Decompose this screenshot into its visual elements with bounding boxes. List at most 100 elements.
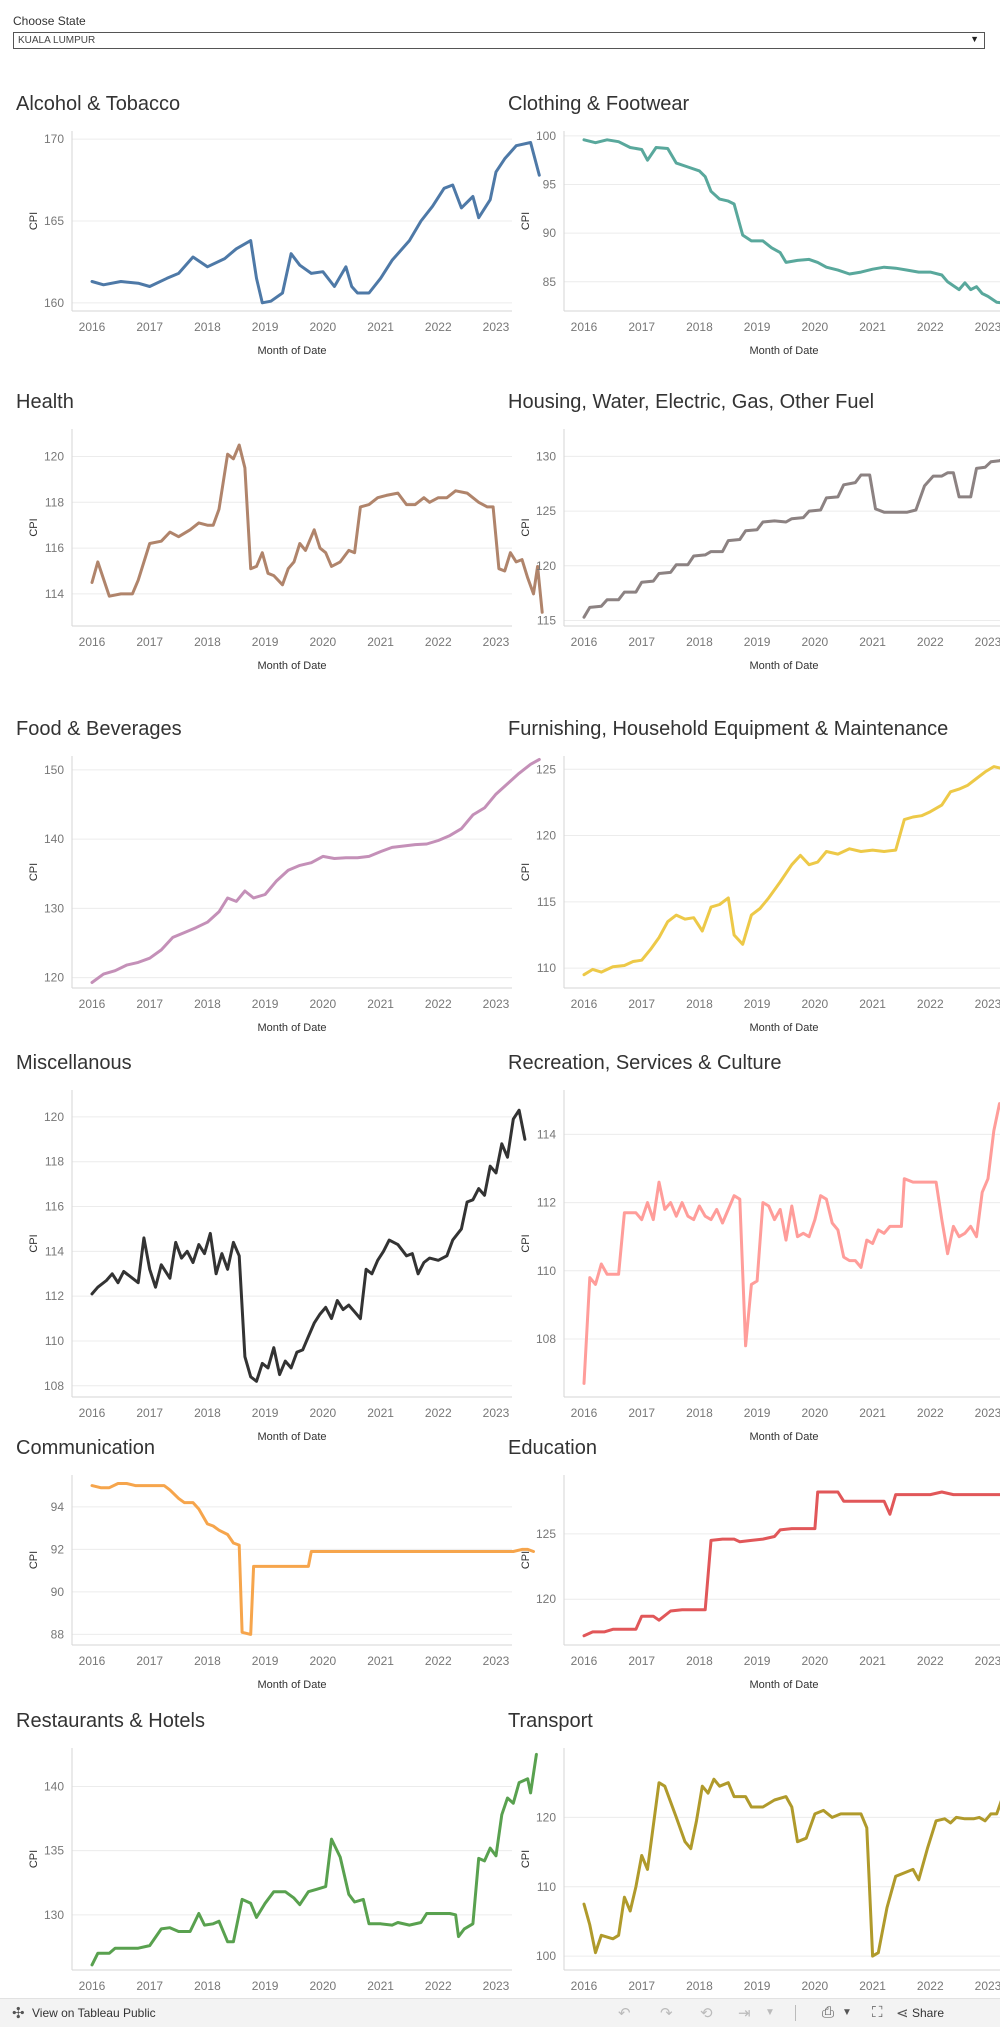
y-tick-label: 160 [44,296,64,310]
chart-panel: Restaurants & Hotels 130 135 140 2016 2017 201… [16,1710,538,2020]
y-tick-label: 120 [44,449,64,463]
x-tick-label: 2018 [194,1406,221,1420]
x-tick-label: 2022 [425,635,452,649]
chart-panel: Housing, Water, Electric, Gas, Other Fue… [508,391,1000,676]
redo-icon[interactable]: ↷ [660,2005,673,2022]
toolbar-divider [795,2005,796,2021]
x-tick-label: 2022 [917,997,944,1011]
y-axis-title: CPI [520,518,532,536]
line-chart[interactable]: 108 110 112 114 2016 2017 2018 2019 2020 2021 2022… [508,1052,1000,1447]
y-tick-label: 118 [45,1155,64,1169]
y-tick-label: 120 [536,829,556,843]
line-chart[interactable]: 160 165 170 2016 2017 2018 2019 2020 2021 2022 202… [16,93,541,361]
series-line[interactable] [582,1758,1000,1958]
x-tick-label: 2023 [483,1406,510,1420]
x-tick-label: 2023 [483,1979,510,1993]
series-line[interactable] [90,758,541,984]
line-chart[interactable]: 130 135 140 2016 2017 2018 2019 2020 2021 2022 202… [16,1710,538,2020]
view-on-tableau-link[interactable]: View on Tableau Public [32,2006,156,2020]
share-button[interactable]: Share [912,2006,945,2020]
x-axis-title: Month of Date [257,660,326,672]
x-tick-label: 2019 [744,635,771,649]
series-line[interactable] [582,763,1000,977]
x-tick-label: 2020 [802,1406,829,1420]
x-tick-label: 2017 [628,1979,655,1993]
line-chart[interactable]: 108 110 112 114 116 118 120 2016 2017 2018 2019 202… [16,1052,527,1447]
refresh-dropdown-icon[interactable]: ▼ [765,2007,775,2018]
x-tick-label: 2017 [136,1979,163,1993]
y-tick-label: 114 [45,587,64,601]
series-line[interactable] [90,1752,538,1967]
y-tick-label: 110 [537,961,556,975]
chart-title: Furnishing, Household Equipment & Mainte… [508,718,949,740]
x-tick-label: 2018 [686,1979,713,1993]
line-chart[interactable]: 115 120 125 130 2016 2017 2018 2019 2020 2021 2022… [508,391,1000,676]
share-icon[interactable]: ⋖ [896,2005,909,2022]
series-line[interactable] [90,1482,535,1636]
download-icon[interactable]: ⎙ [822,2004,835,2021]
y-tick-label: 88 [51,1627,65,1641]
x-tick-label: 2017 [136,635,163,649]
refresh-icon[interactable]: ⇥ [738,2005,751,2022]
filter-label: Choose State [13,14,86,28]
series-line[interactable] [582,1102,1000,1385]
x-tick-label: 2023 [975,320,1000,334]
series-line[interactable] [90,1108,527,1383]
series-line[interactable] [582,1490,1000,1638]
y-tick-label: 120 [536,1592,556,1606]
chart-title: Clothing & Footwear [508,93,690,115]
download-dropdown-icon[interactable]: ▼ [842,2007,852,2018]
x-tick-label: 2021 [859,1979,886,1993]
x-axis-title: Month of Date [749,1431,818,1443]
line-chart[interactable]: 120 125 2016 2017 2018 2019 2020 2021 2022 2023 Mo… [508,1437,1000,1695]
series-line[interactable] [90,443,544,614]
line-chart[interactable]: 100 110 120 2016 2017 2018 2019 2020 2021 2022 202… [508,1710,1000,2020]
y-tick-label: 125 [536,1527,556,1541]
x-tick-label: 2023 [975,1406,1000,1420]
y-axis-title: CPI [520,1234,532,1252]
y-tick-label: 114 [537,1127,556,1141]
undo-icon[interactable]: ↶ [618,2005,631,2022]
series-line[interactable] [582,439,1000,619]
x-axis-title: Month of Date [749,345,818,357]
fullscreen-icon[interactable]: ⛶ [872,2004,883,2021]
state-dropdown[interactable]: KUALA LUMPUR ▼ [13,32,985,49]
x-tick-label: 2020 [310,320,337,334]
chevron-down-icon[interactable]: ▼ [970,34,979,44]
x-axis-title: Month of Date [749,1022,818,1034]
x-tick-label: 2018 [686,320,713,334]
x-tick-label: 2019 [744,1979,771,1993]
line-chart[interactable]: 88 90 92 94 2016 2017 2018 2019 2020 2021 2022 2023… [16,1437,535,1695]
x-tick-label: 2019 [252,320,279,334]
x-tick-label: 2021 [859,1654,886,1668]
y-tick-label: 95 [543,178,557,192]
x-tick-label: 2017 [628,1406,655,1420]
x-tick-label: 2021 [859,997,886,1011]
y-tick-label: 108 [44,1379,64,1393]
x-tick-label: 2016 [79,320,106,334]
x-tick-label: 2021 [367,997,394,1011]
x-axis-title: Month of Date [257,345,326,357]
x-tick-label: 2019 [744,1654,771,1668]
line-chart[interactable]: 110 115 120 125 2016 2017 2018 2019 2020 2021 2022… [508,718,1000,1038]
y-axis-title: CPI [520,863,532,881]
line-chart[interactable]: 85 90 95 100 2016 2017 2018 2019 2020 2021 2022 202… [508,93,1000,361]
x-tick-label: 2019 [252,635,279,649]
x-tick-label: 2017 [628,320,655,334]
y-tick-label: 118 [45,495,64,509]
chart-title: Food & Beverages [16,718,182,740]
series-line[interactable] [582,138,1000,305]
line-chart[interactable]: 114 116 118 120 2016 2017 2018 2019 2020 2021 2022… [16,391,544,676]
x-tick-label: 2018 [194,1979,221,1993]
line-chart[interactable]: 120 130 140 150 2016 2017 2018 2019 2020 2021 2022… [16,718,541,1038]
chart-title: Recreation, Services & Culture [508,1052,782,1074]
x-axis-title: Month of Date [257,1022,326,1034]
y-axis-title: CPI [28,518,40,536]
x-tick-label: 2020 [310,635,337,649]
y-tick-label: 120 [44,1110,64,1124]
series-line[interactable] [90,141,541,305]
x-tick-label: 2022 [425,320,452,334]
x-tick-label: 2018 [194,997,221,1011]
revert-icon[interactable]: ⟲ [700,2005,713,2022]
x-tick-label: 2020 [310,997,337,1011]
